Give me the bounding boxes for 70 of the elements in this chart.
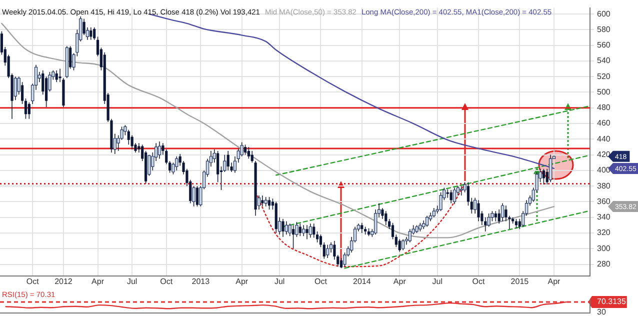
y-tick-label: 580	[597, 24, 611, 34]
x-tick-label: Apr	[548, 277, 561, 286]
candlestick	[477, 200, 480, 222]
candlestick	[470, 197, 473, 214]
y-tick-label: 440	[597, 134, 611, 144]
candlestick	[340, 258, 343, 269]
candlestick	[306, 224, 308, 240]
candlestick	[360, 222, 364, 234]
candlestick	[196, 186, 199, 207]
y-tick-label: 360	[597, 196, 611, 206]
candlestick	[216, 150, 220, 183]
x-tick-label: Apr	[393, 277, 406, 286]
x-tick-label: Oct	[26, 277, 40, 286]
y-tick-label: 460	[597, 118, 611, 128]
candlestick	[391, 222, 394, 240]
candlestick	[494, 210, 497, 222]
y-tick-label: 340	[597, 212, 611, 222]
x-tick-label: Oct	[314, 277, 328, 286]
y-tick-label: 540	[597, 56, 611, 66]
y-tick-label: 300	[597, 244, 611, 253]
candlestick	[82, 18, 86, 36]
candlestick	[130, 134, 134, 150]
candlestick	[268, 196, 271, 210]
candlestick	[55, 70, 58, 82]
candlestick	[127, 129, 130, 146]
y-tick-label: 500	[597, 87, 611, 96]
candlestick	[322, 242, 326, 260]
candlestick	[292, 224, 295, 250]
y-tick-label: 70.3135	[597, 297, 626, 306]
y-tick-label: 380	[597, 181, 611, 190]
y-tick-label: 30	[597, 307, 606, 316]
candlestick	[450, 190, 452, 204]
candlestick	[312, 223, 316, 238]
candlestick	[244, 144, 247, 156]
candlestick	[226, 150, 230, 171]
candlestick	[446, 188, 449, 198]
candlestick	[28, 102, 30, 120]
x-tick-label: Oct	[472, 277, 486, 286]
candlestick	[69, 46, 72, 70]
x-tick-label: Oct	[160, 277, 174, 286]
candlestick	[466, 182, 470, 206]
candlestick	[439, 192, 442, 212]
x-tick-label: Jul	[274, 277, 285, 286]
candlestick	[298, 223, 302, 237]
x-tick-label: Apr	[92, 277, 104, 286]
line-series	[1, 22, 555, 238]
x-tick-label: 2015	[510, 277, 530, 286]
y-tick-label: 600	[597, 9, 611, 18]
y-tick-label: 520	[597, 72, 611, 81]
x-tick-label: 2014	[352, 277, 372, 286]
candlestick	[319, 234, 322, 248]
candlestick	[398, 238, 401, 252]
candlestick	[24, 98, 28, 120]
y-tick-label: 480	[597, 103, 611, 112]
y-tick-label: 320	[597, 228, 611, 238]
x-tick-label: 2012	[54, 277, 73, 286]
candlestick	[250, 150, 254, 164]
y-tick-label: 560	[597, 40, 611, 50]
candlestick	[247, 146, 250, 160]
candlestick	[282, 218, 284, 238]
candlestick	[542, 168, 545, 185]
candlestick	[384, 210, 388, 226]
x-tick-label: Jul	[432, 277, 443, 286]
x-tick-label: Jul	[126, 277, 138, 286]
x-tick-label: Apr	[236, 277, 248, 286]
x-tick-label: 2013	[192, 277, 210, 286]
candlestick	[261, 195, 264, 207]
candlestick	[93, 26, 96, 40]
y-tick-label: 280	[597, 259, 611, 268]
candlestick	[90, 26, 92, 40]
